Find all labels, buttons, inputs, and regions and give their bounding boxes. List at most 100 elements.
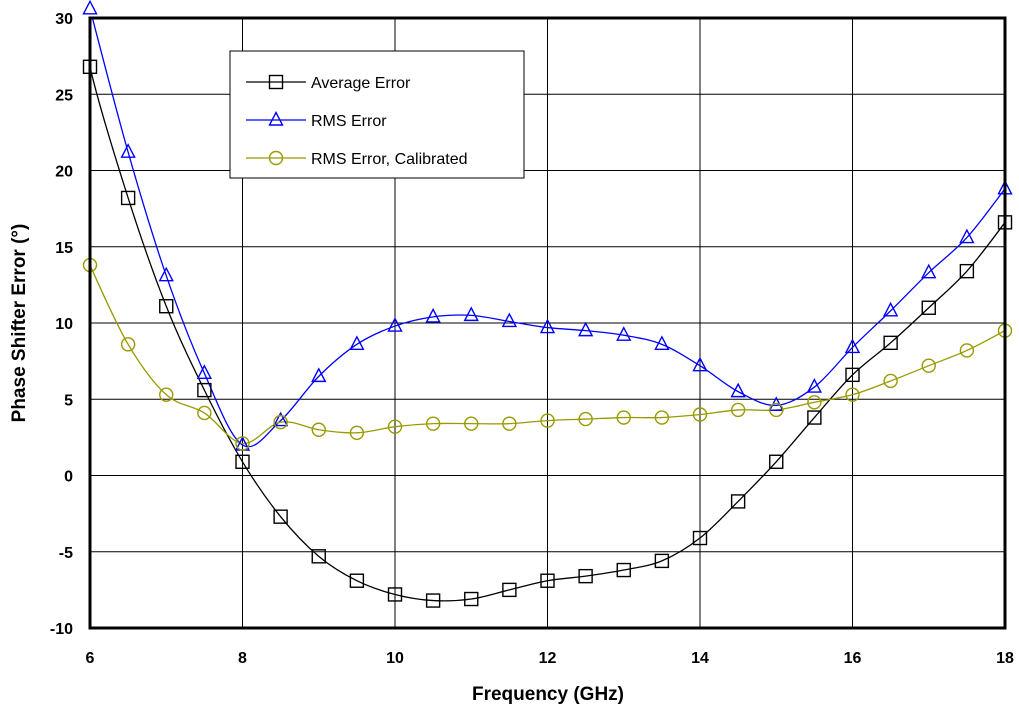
data-point-series-1 bbox=[311, 367, 327, 383]
data-point-series-1 bbox=[82, 0, 98, 15]
legend-label: RMS Error, Calibrated bbox=[311, 151, 468, 168]
data-point-series-2 bbox=[769, 402, 784, 418]
data-point-series-1 bbox=[387, 317, 403, 332]
series-line-1 bbox=[91, 18, 1005, 448]
legend-swatch-marker bbox=[268, 74, 284, 90]
data-point-series-0 bbox=[502, 582, 517, 598]
data-point-series-1 bbox=[959, 228, 975, 244]
data-point-series-0 bbox=[883, 335, 898, 351]
data-point-series-0 bbox=[235, 454, 250, 469]
y-tick-label: 5 bbox=[64, 392, 73, 409]
data-point-series-0 bbox=[273, 509, 288, 524]
data-point-series-0 bbox=[464, 591, 479, 607]
y-tick-label: 25 bbox=[55, 87, 73, 104]
data-point-series-2 bbox=[464, 416, 479, 431]
data-point-series-0 bbox=[845, 367, 860, 383]
series-line-0 bbox=[90, 63, 1005, 602]
x-tick-label: 18 bbox=[996, 650, 1014, 667]
y-tick-label: -5 bbox=[59, 545, 73, 562]
data-point-series-0 bbox=[159, 299, 174, 314]
data-point-series-0 bbox=[197, 382, 212, 398]
legend-label: Average Error bbox=[311, 75, 411, 92]
y-tick-label: 20 bbox=[55, 164, 73, 181]
data-point-series-1 bbox=[654, 335, 670, 351]
data-point-series-1 bbox=[844, 338, 861, 354]
data-point-series-1 bbox=[272, 411, 289, 427]
data-point-series-1 bbox=[806, 378, 823, 393]
y-tick-label: 10 bbox=[55, 316, 73, 333]
data-point-series-0 bbox=[616, 562, 631, 578]
data-point-series-0 bbox=[692, 530, 708, 546]
y-tick-label: 0 bbox=[64, 469, 73, 486]
data-point-series-0 bbox=[387, 587, 403, 602]
data-point-series-2 bbox=[159, 387, 174, 402]
data-point-series-2 bbox=[235, 436, 250, 451]
data-point-series-1 bbox=[616, 326, 632, 341]
data-point-series-1 bbox=[577, 321, 594, 337]
data-point-series-2 bbox=[197, 405, 212, 421]
x-tick-label: 8 bbox=[238, 650, 247, 667]
data-point-series-0 bbox=[807, 410, 822, 425]
data-point-series-0 bbox=[921, 300, 936, 315]
data-point-series-0 bbox=[311, 549, 326, 564]
data-point-series-0 bbox=[425, 593, 441, 608]
data-point-series-2 bbox=[578, 411, 593, 427]
data-point-series-0 bbox=[578, 568, 593, 584]
data-point-series-2 bbox=[540, 413, 555, 428]
data-point-series-2 bbox=[387, 419, 403, 434]
legend-swatch-marker bbox=[268, 110, 284, 126]
data-point-series-0 bbox=[769, 454, 784, 469]
data-point-series-2 bbox=[311, 422, 326, 437]
y-tick-label: 15 bbox=[55, 240, 73, 257]
legend-swatch-marker bbox=[268, 150, 284, 166]
data-point-series-2 bbox=[959, 343, 975, 358]
data-point-series-1 bbox=[539, 318, 556, 334]
data-point-series-2 bbox=[502, 416, 517, 431]
series-layer bbox=[90, 18, 1005, 602]
legend-items: Average Error RMS Error RMS Error, Calibra… bbox=[246, 74, 468, 168]
data-point-series-0 bbox=[540, 573, 555, 588]
data-point-series-2 bbox=[654, 410, 670, 425]
y-tick-label: 30 bbox=[55, 11, 73, 28]
data-point-series-0 bbox=[730, 494, 746, 509]
data-point-series-1 bbox=[120, 143, 136, 158]
legend: Average Error RMS Error RMS Error, Calibra… bbox=[229, 50, 525, 179]
y-tick-labels: 30 25 20 15 10 5 0 -5 -10 bbox=[50, 11, 73, 638]
x-axis-title: Frequency (GHz) bbox=[472, 684, 624, 705]
legend-label: RMS Error bbox=[311, 113, 387, 130]
data-point-series-1 bbox=[501, 312, 518, 328]
data-point-series-2 bbox=[273, 414, 288, 430]
y-axis-title: Phase Shifter Error (°) bbox=[9, 224, 30, 423]
data-point-series-2 bbox=[845, 387, 860, 402]
plot-frame bbox=[88, 16, 1007, 630]
data-point-series-0 bbox=[654, 553, 670, 569]
data-point-series-1 bbox=[730, 382, 746, 398]
data-point-series-2 bbox=[120, 337, 136, 352]
y-tick-label: -10 bbox=[50, 621, 73, 638]
data-point-series-1 bbox=[692, 356, 708, 372]
x-tick-label: 12 bbox=[539, 650, 557, 667]
data-point-series-2 bbox=[730, 402, 746, 418]
data-point-series-1 bbox=[921, 263, 937, 279]
data-point-series-2 bbox=[349, 425, 365, 440]
x-tick-label: 14 bbox=[691, 650, 709, 667]
x-tick-label: 6 bbox=[86, 650, 95, 667]
data-point-series-0 bbox=[349, 573, 365, 588]
data-point-series-0 bbox=[120, 190, 136, 206]
data-point-series-0 bbox=[959, 263, 975, 279]
data-point-series-2 bbox=[692, 407, 708, 422]
data-point-series-1 bbox=[882, 301, 899, 317]
x-tick-labels: 6 8 10 12 14 16 18 bbox=[86, 650, 1014, 667]
data-point-series-1 bbox=[196, 364, 213, 380]
data-point-series-1 bbox=[463, 306, 479, 322]
x-tick-label: 16 bbox=[844, 650, 862, 667]
data-point-series-2 bbox=[921, 358, 936, 373]
data-point-series-2 bbox=[807, 395, 822, 410]
data-point-series-2 bbox=[616, 410, 631, 425]
series-line-2 bbox=[90, 263, 1005, 445]
data-point-series-1 bbox=[425, 307, 441, 323]
data-point-series-1 bbox=[158, 266, 174, 282]
legend-box bbox=[229, 50, 525, 179]
